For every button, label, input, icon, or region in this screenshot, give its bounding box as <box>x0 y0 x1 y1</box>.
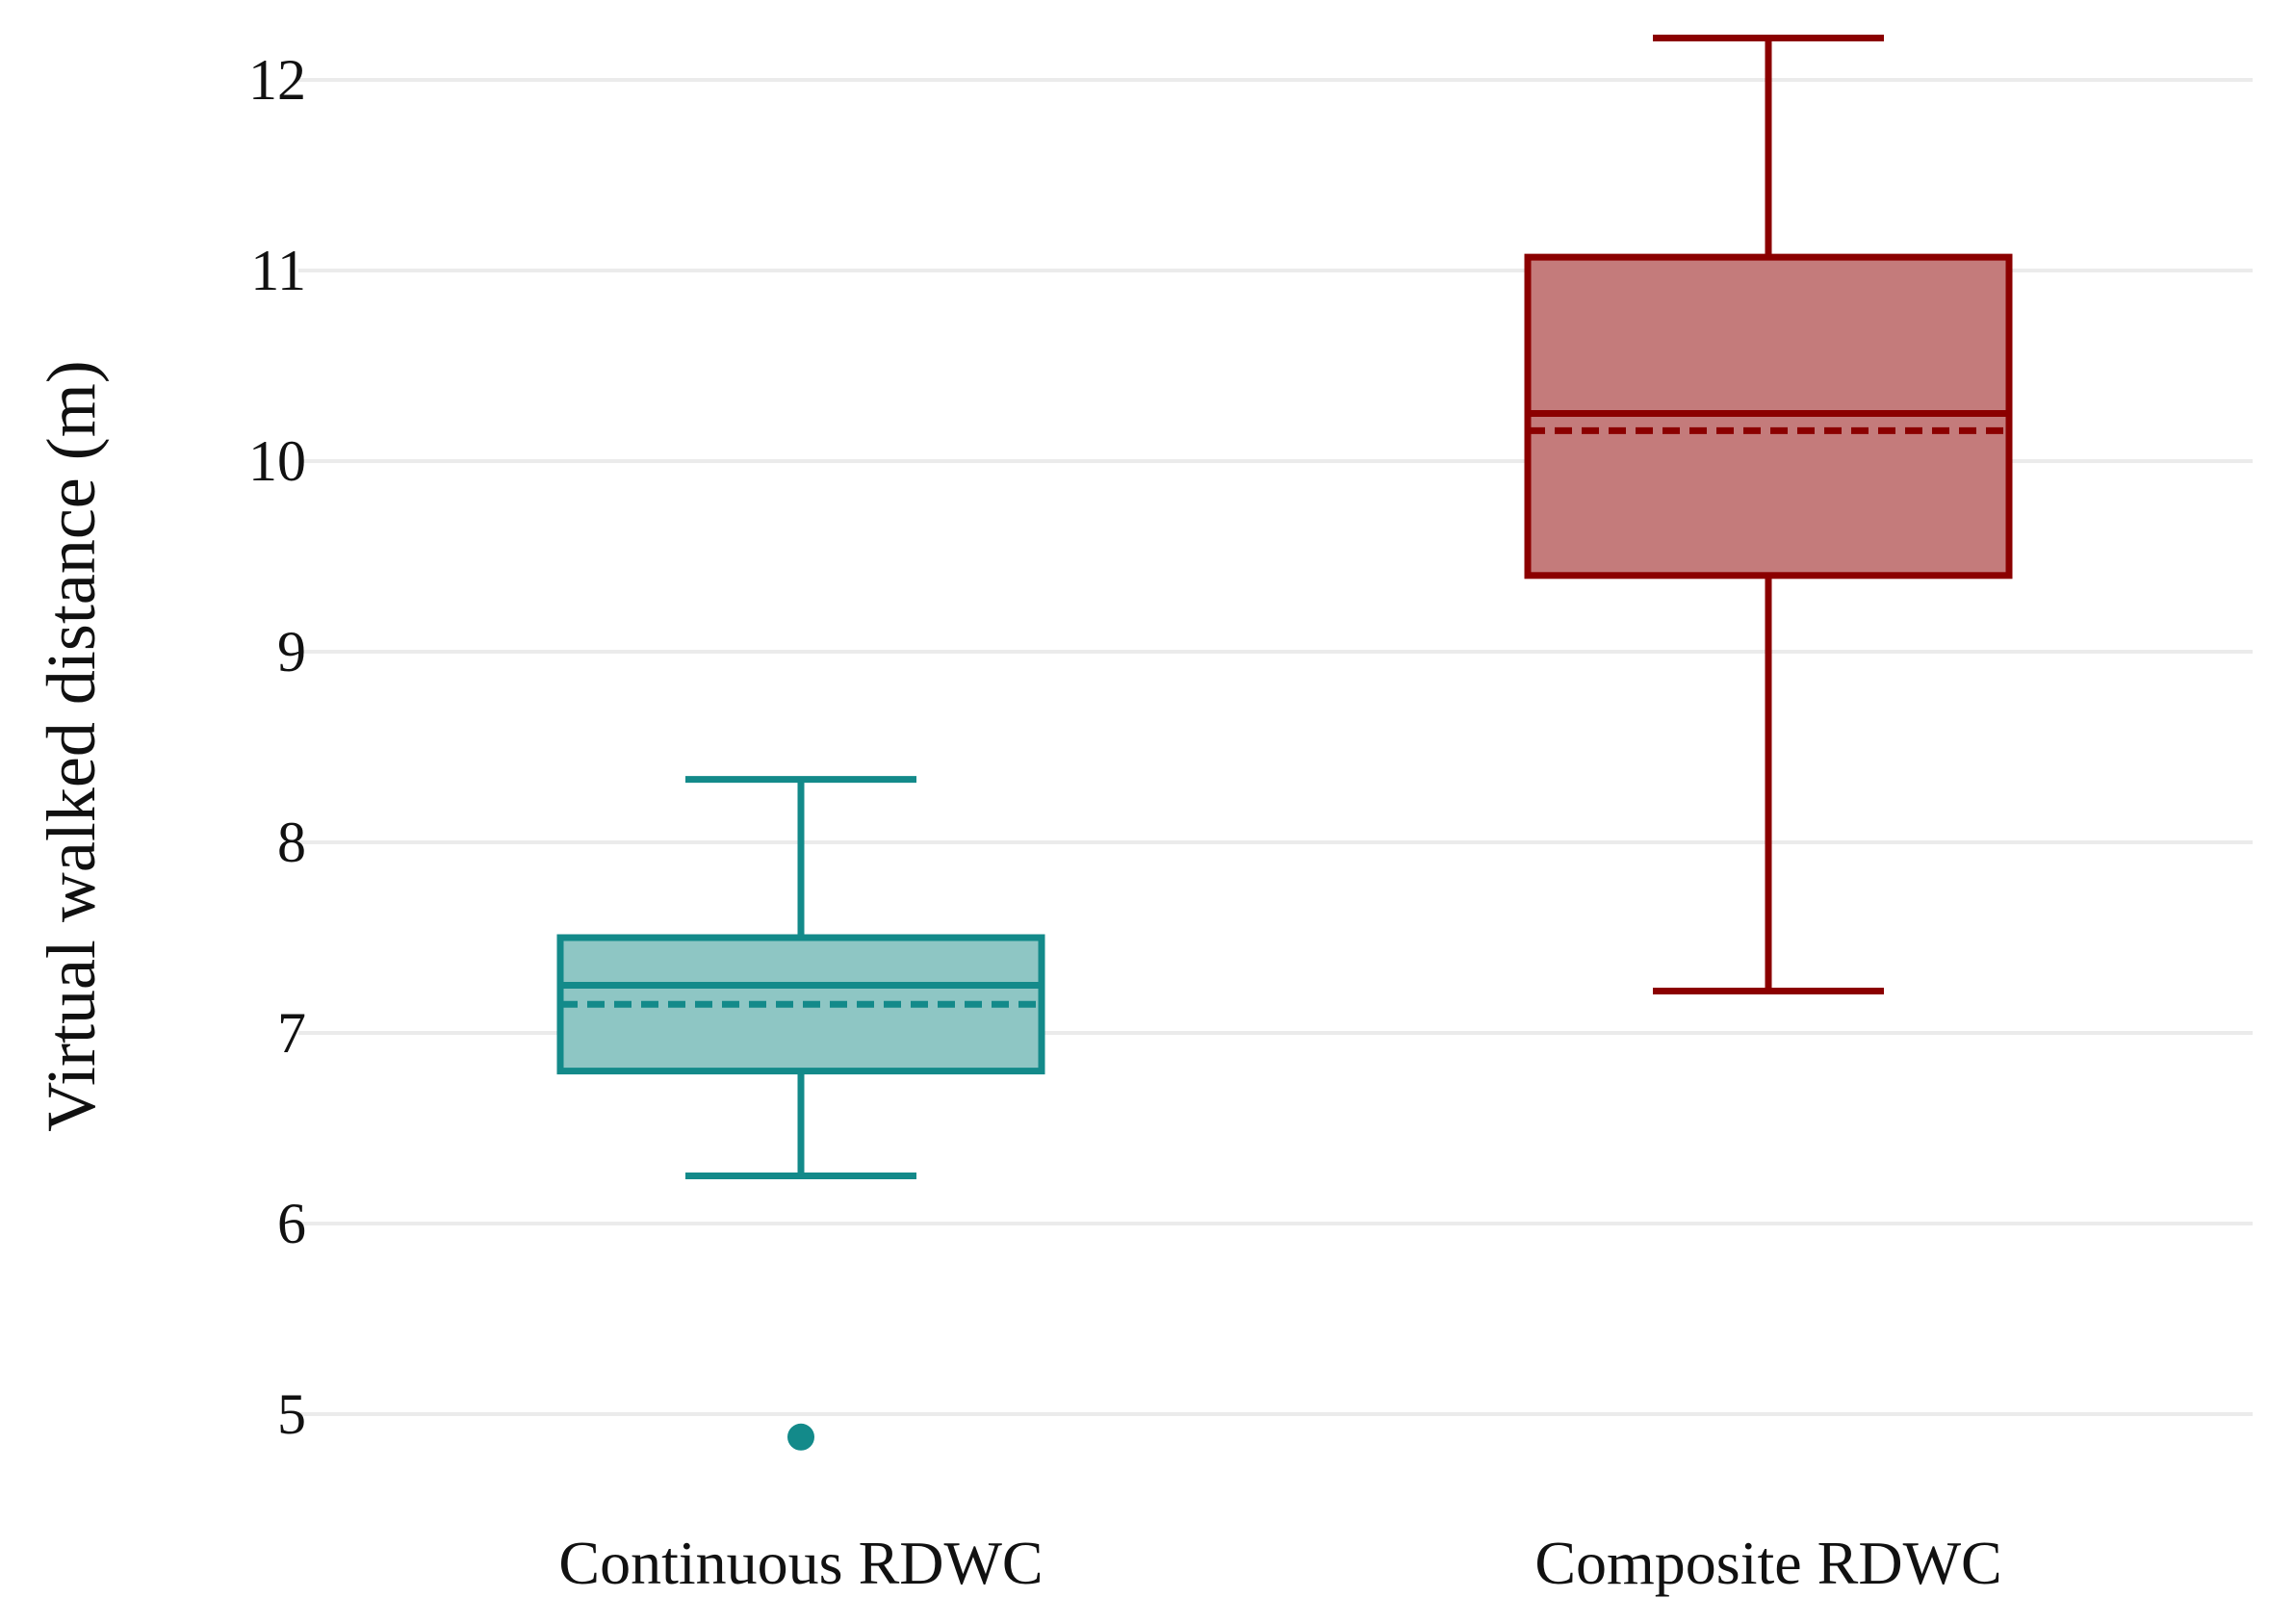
y-tick-label: 5 <box>277 1382 306 1446</box>
y-tick-label: 8 <box>277 811 306 874</box>
y-tick-label: 7 <box>277 1001 306 1065</box>
y-axis-ticks: 5 6 7 8 9 10 11 12 <box>248 48 306 1446</box>
y-tick-label: 12 <box>248 48 306 112</box>
y-tick-label: 9 <box>277 620 306 683</box>
y-tick-label: 10 <box>248 429 306 493</box>
x-axis-labels: Continuous RDWC Composite RDWC <box>558 1529 2001 1597</box>
box-continuous-rdwc <box>556 776 1045 1451</box>
y-axis-title: Virtual walked distance (m) <box>33 360 110 1131</box>
boxes <box>556 34 2013 1451</box>
x-category-label: Continuous RDWC <box>558 1529 1043 1597</box>
x-category-label: Composite RDWC <box>1534 1529 2001 1597</box>
box-iqr <box>556 934 1045 1075</box>
box-composite-rdwc <box>1524 34 2013 994</box>
y-tick-label: 6 <box>277 1192 306 1255</box>
outlier-point <box>787 1423 814 1451</box>
y-tick-label: 11 <box>250 239 306 302</box>
